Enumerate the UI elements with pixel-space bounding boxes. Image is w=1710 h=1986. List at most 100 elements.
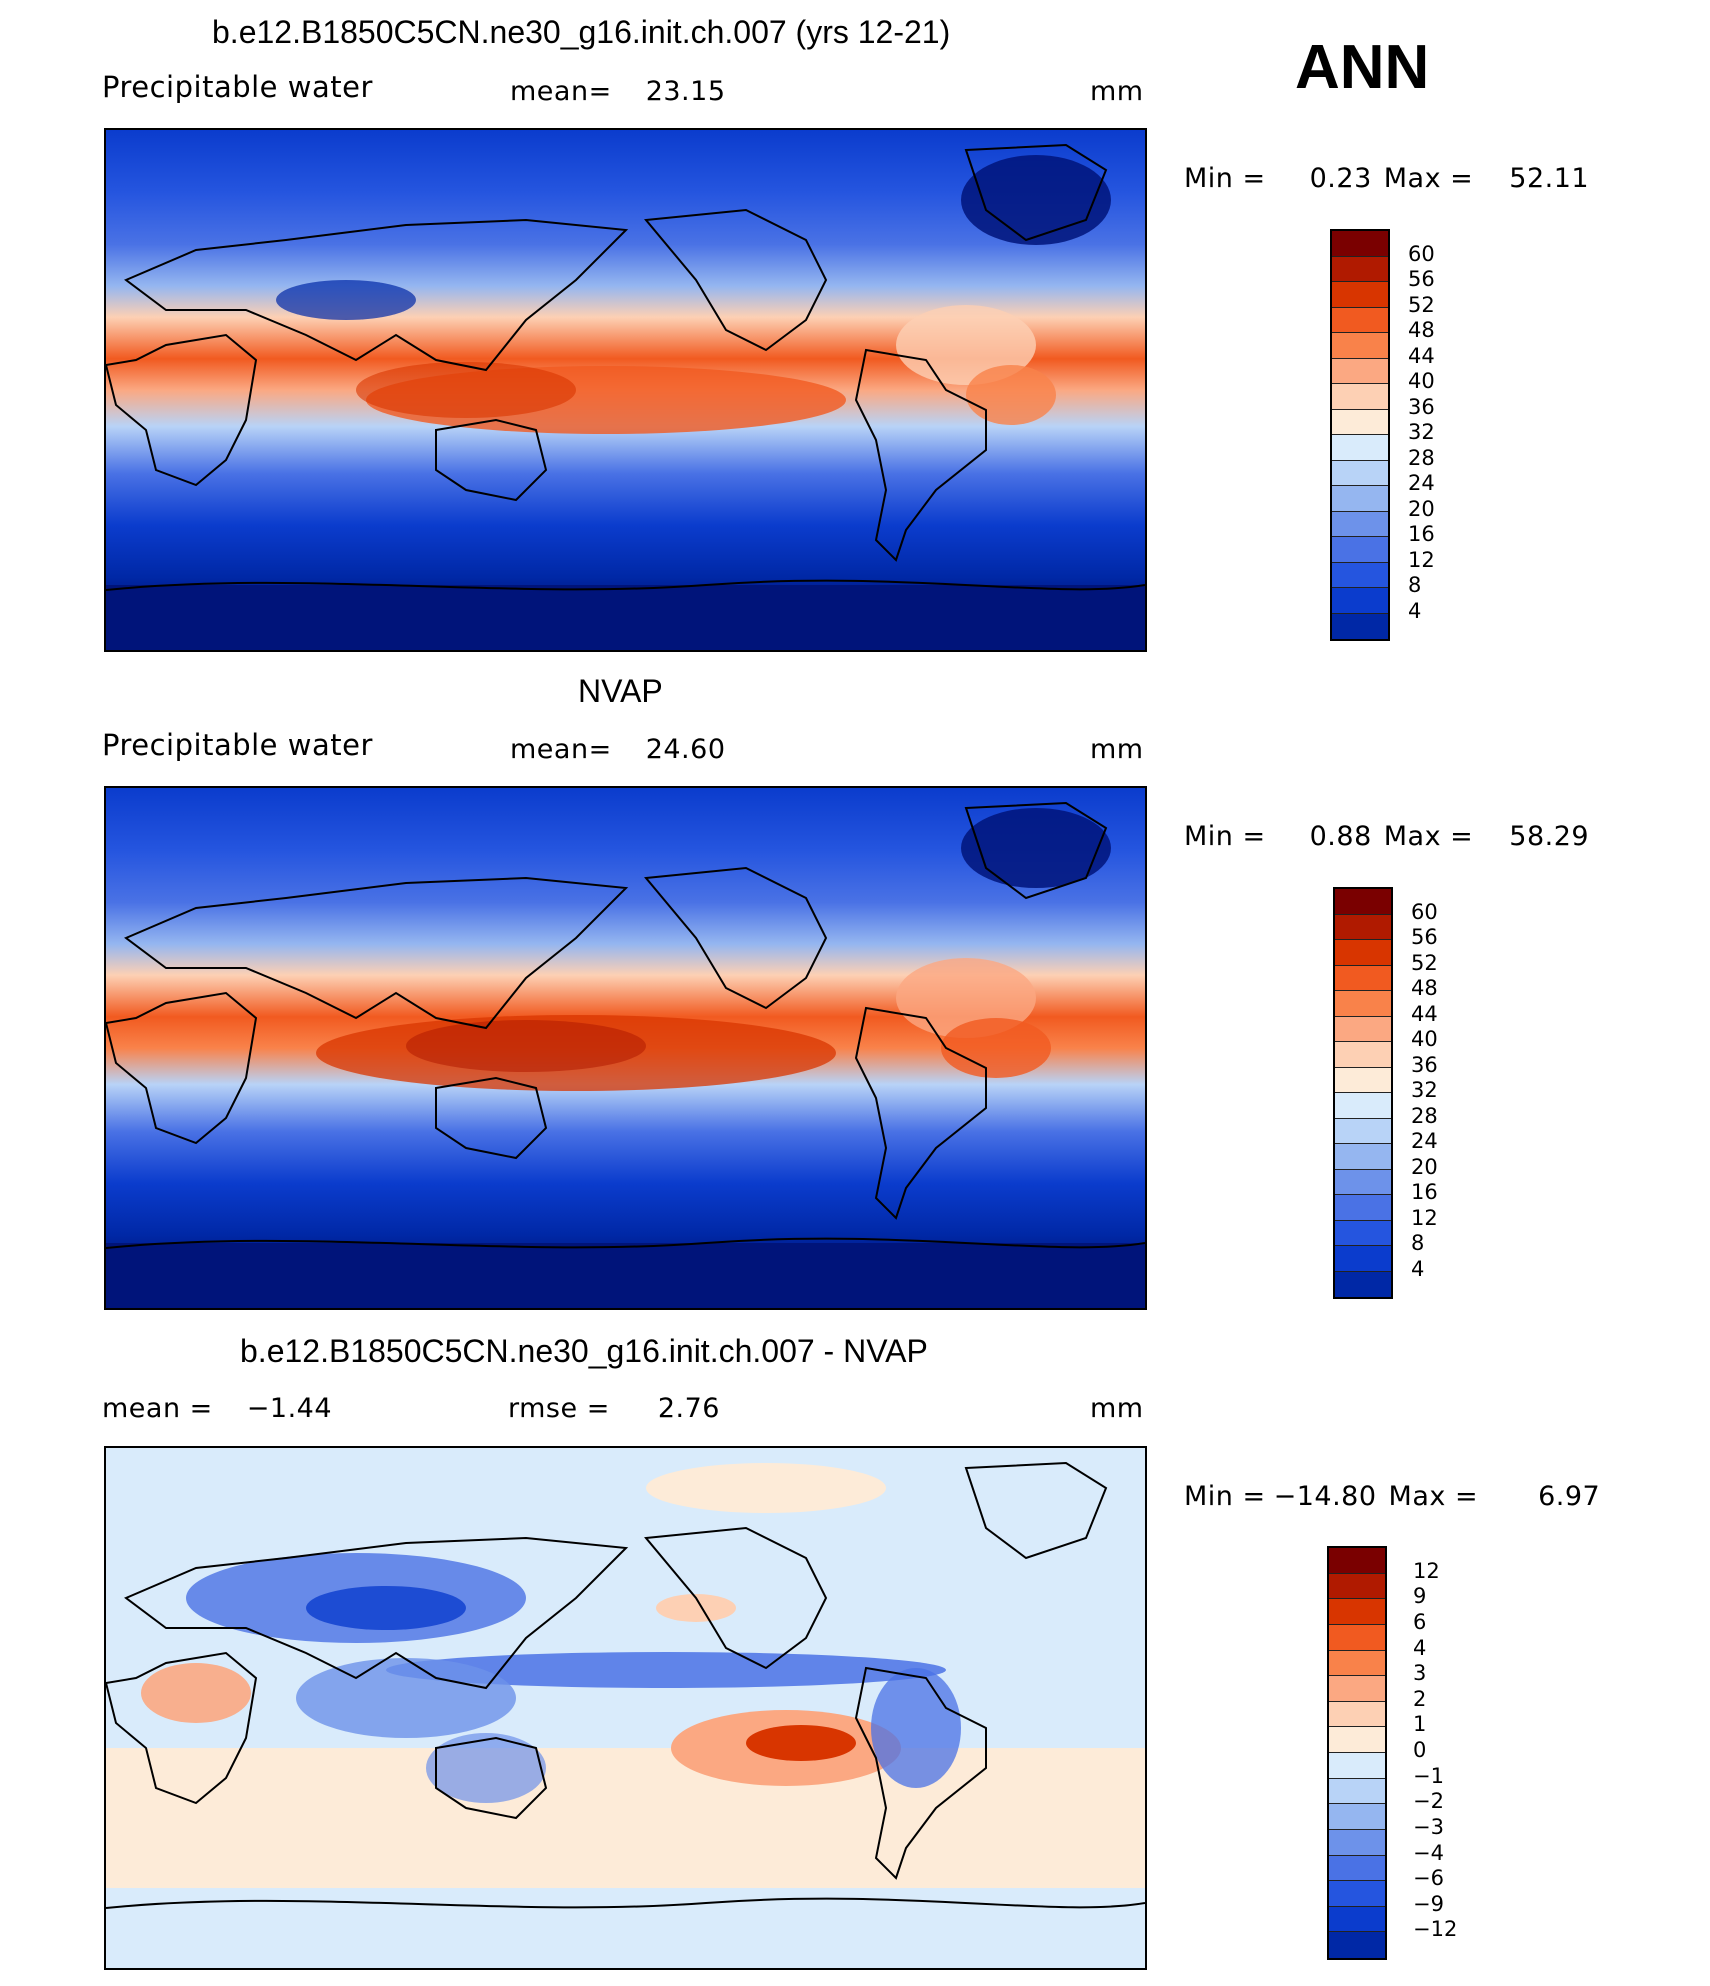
- colorbar-segment: [1329, 1573, 1385, 1600]
- panel3-min-label: Min =: [1184, 1481, 1266, 1512]
- colorbar-tick-label: 40: [1408, 369, 1435, 393]
- colorbar-tick-label: 60: [1411, 899, 1438, 924]
- colorbar-tick-label: 4: [1411, 1256, 1425, 1281]
- colorbar-segment: [1329, 1624, 1385, 1651]
- panel2-mean-label: mean=: [510, 734, 612, 765]
- colorbar-segment: [1329, 1906, 1385, 1933]
- colorbar-tick-label: 8: [1408, 573, 1422, 597]
- colorbar-tick-label: 24: [1408, 471, 1435, 495]
- colorbar-tick-label: 0: [1413, 1738, 1427, 1762]
- colorbar-segment: [1332, 384, 1388, 410]
- colorbar-tick-label: 32: [1408, 420, 1435, 444]
- colorbar-segment: [1332, 256, 1388, 282]
- colorbar-segment: [1332, 562, 1388, 588]
- panel2-min-value: 0.88: [1309, 821, 1372, 852]
- panel1-mean: mean= 23.15: [510, 76, 726, 107]
- colorbar-segment: [1335, 1144, 1391, 1170]
- panel2-minmax: Min = 0.88 Max = 58.29: [1184, 821, 1589, 852]
- colorbar-tick-label: 28: [1408, 445, 1435, 470]
- colorbar-tick-label: −2: [1413, 1789, 1444, 1814]
- colorbar-tick-label: −1: [1413, 1763, 1444, 1788]
- colorbar-tick-label: 52: [1411, 950, 1438, 975]
- colorbar-tick-label: 12: [1411, 1205, 1438, 1230]
- panel1-units: mm: [1090, 76, 1144, 107]
- panel1-variable: Precipitable water: [102, 70, 373, 104]
- panel1-mean-value: 23.15: [645, 76, 726, 107]
- panel2-map-graphic: [106, 788, 1145, 1308]
- panel2-colorbar: [1333, 887, 1393, 1299]
- colorbar-tick-label: 8: [1411, 1231, 1425, 1255]
- colorbar-tick-label: −6: [1413, 1866, 1444, 1891]
- panel2-mean: mean= 24.60: [510, 734, 726, 765]
- colorbar-segment: [1335, 914, 1391, 940]
- panel3-map-graphic: [106, 1448, 1145, 1968]
- colorbar-tick-label: 2: [1413, 1686, 1427, 1711]
- colorbar-segment: [1332, 358, 1388, 384]
- colorbar-tick-label: 20: [1411, 1154, 1438, 1179]
- colorbar-segment: [1332, 307, 1388, 333]
- colorbar-segment: [1329, 1829, 1385, 1856]
- colorbar-segment: [1329, 1778, 1385, 1805]
- panel2-map: [104, 786, 1147, 1310]
- colorbar-segment: [1335, 1093, 1391, 1119]
- colorbar-segment: [1332, 511, 1388, 537]
- panel2-mean-value: 24.60: [645, 734, 726, 765]
- colorbar-segment: [1335, 1118, 1391, 1144]
- panel3-max-label: Max =: [1388, 1481, 1479, 1512]
- colorbar-segment: [1329, 1855, 1385, 1882]
- colorbar-tick-label: 60: [1408, 241, 1435, 266]
- panel3-min-value: −14.80: [1273, 1481, 1377, 1512]
- panel2-min-label: Min =: [1184, 821, 1266, 852]
- panel3-map: [104, 1446, 1147, 1970]
- panel1-colorbar: [1330, 229, 1390, 641]
- colorbar-segment: [1335, 1220, 1391, 1246]
- colorbar-segment: [1329, 1804, 1385, 1830]
- panel3-units: mm: [1090, 1393, 1144, 1424]
- colorbar-segment: [1329, 1548, 1385, 1574]
- colorbar-tick-label: −9: [1413, 1891, 1444, 1916]
- panel3-minmax: Min = −14.80 Max = 6.97: [1184, 1481, 1600, 1512]
- colorbar-tick-label: 1: [1413, 1712, 1427, 1737]
- panel3-title: b.e12.B1850C5CN.ne30_g16.init.ch.007 - N…: [240, 1333, 928, 1369]
- colorbar-tick-label: −4: [1413, 1840, 1444, 1865]
- colorbar-tick-label: 48: [1411, 976, 1438, 1000]
- panel3-rmse: rmse = 2.76: [508, 1393, 720, 1424]
- colorbar-segment: [1329, 1676, 1385, 1702]
- panel3-colorbar: [1327, 1546, 1387, 1960]
- colorbar-segment: [1332, 613, 1388, 639]
- colorbar-segment: [1335, 1246, 1391, 1272]
- colorbar-segment: [1329, 1650, 1385, 1677]
- panel2-variable: Precipitable water: [102, 728, 373, 762]
- colorbar-segment: [1329, 1753, 1385, 1779]
- colorbar-segment: [1332, 588, 1388, 614]
- colorbar-segment: [1335, 1042, 1391, 1068]
- colorbar-tick-label: 12: [1408, 547, 1435, 572]
- colorbar-segment: [1335, 1271, 1391, 1297]
- panel1-mean-label: mean=: [510, 76, 612, 107]
- colorbar-tick-label: 4: [1408, 598, 1422, 623]
- panel1-title: b.e12.B1850C5CN.ne30_g16.init.ch.007 (yr…: [212, 14, 951, 50]
- colorbar-tick-label: 16: [1408, 522, 1435, 546]
- colorbar-tick-label: 28: [1411, 1103, 1438, 1128]
- colorbar-segment: [1335, 1016, 1391, 1042]
- colorbar-tick-label: 32: [1411, 1078, 1438, 1102]
- colorbar-tick-label: 24: [1411, 1129, 1438, 1153]
- colorbar-tick-label: 44: [1408, 343, 1435, 368]
- colorbar-segment: [1332, 460, 1388, 486]
- colorbar-tick-label: 9: [1413, 1584, 1427, 1609]
- colorbar-tick-label: 4: [1413, 1635, 1427, 1660]
- colorbar-tick-label: −3: [1413, 1814, 1444, 1839]
- panel1-max-value: 52.11: [1509, 163, 1590, 194]
- panel1-map-graphic: [106, 130, 1145, 650]
- panel3-max-value: 6.97: [1538, 1481, 1601, 1512]
- panel1-max-label: Max =: [1383, 163, 1474, 194]
- season-label: ANN: [1295, 33, 1430, 102]
- colorbar-segment: [1335, 1169, 1391, 1195]
- colorbar-segment: [1329, 1701, 1385, 1728]
- colorbar-tick-label: 52: [1408, 292, 1435, 317]
- panel3-mean-label: mean =: [102, 1393, 213, 1424]
- colorbar-tick-label: 56: [1411, 925, 1438, 949]
- colorbar-segment: [1335, 991, 1391, 1017]
- panel2-max-label: Max =: [1383, 821, 1474, 852]
- colorbar-tick-label: 3: [1413, 1661, 1427, 1686]
